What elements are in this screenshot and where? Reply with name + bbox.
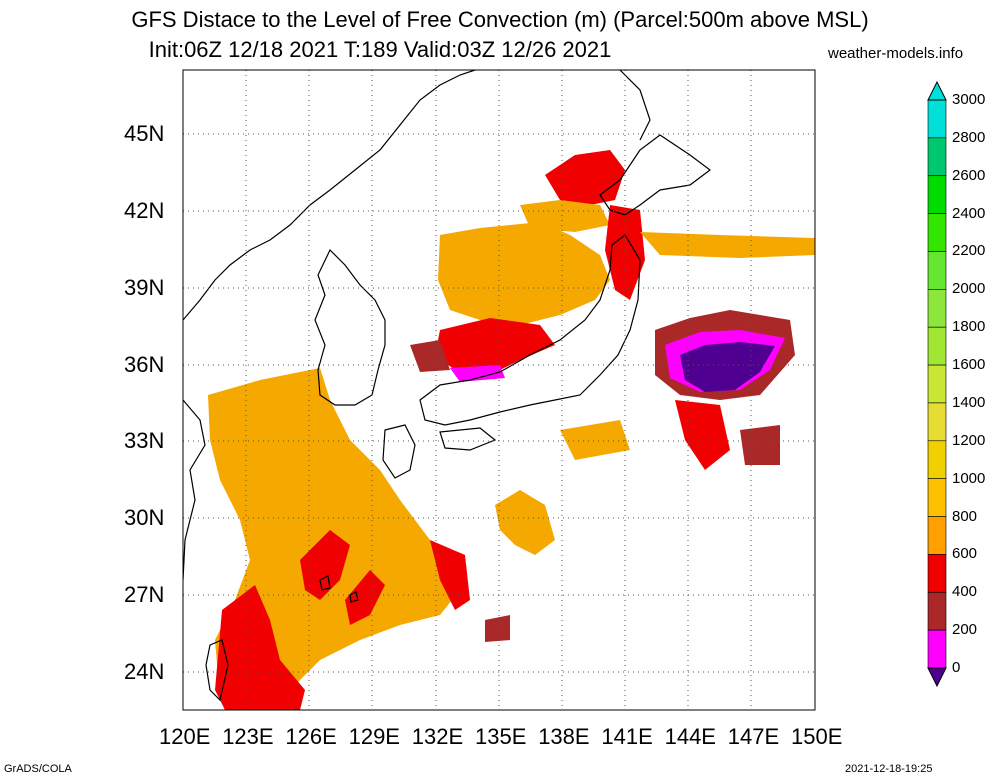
lat-tick-label: 27N <box>124 582 165 607</box>
footer-timestamp: 2021-12-18-19:25 <box>845 763 933 775</box>
lon-tick-label: 135E <box>475 724 527 749</box>
colorbar-label: 2600 <box>952 166 986 184</box>
colorbar-swatch <box>927 478 947 517</box>
field-purple-east <box>680 342 775 392</box>
colorbar-label: 800 <box>952 507 978 525</box>
field-magenta-honshu <box>450 365 505 382</box>
colorbar-label: 400 <box>952 583 978 601</box>
colorbar-swatch <box>927 99 947 139</box>
field-red-honshu <box>435 318 555 375</box>
lat-tick-label: 36N <box>124 352 165 377</box>
field-red-streak3 <box>430 540 470 610</box>
colorbar-label: 1600 <box>952 356 986 374</box>
lat-tick-label: 33N <box>124 428 165 453</box>
colorbar-swatch <box>927 251 947 290</box>
colorbar-min-arrow <box>927 667 947 688</box>
colorbar-swatch <box>927 364 947 404</box>
colorbar-label: 2200 <box>952 242 986 260</box>
lon-tick-label: 129E <box>348 724 400 749</box>
field-orange-hokkaido <box>520 200 610 232</box>
lat-tick-label: 39N <box>124 275 165 300</box>
map-title: GFS Distace to the Level of Free Convect… <box>131 7 869 32</box>
lon-tick-label: 147E <box>727 724 780 749</box>
colorbar-swatch <box>927 289 947 328</box>
colorbar-swatch <box>927 629 947 669</box>
colorbar-swatch <box>927 326 947 366</box>
colorbar-swatch <box>927 554 947 593</box>
field-red-se <box>675 400 730 470</box>
lon-tick-label: 144E <box>664 724 716 749</box>
colorbar-label: 200 <box>952 621 978 639</box>
lat-tick-label: 30N <box>124 505 165 530</box>
field-red-streak2 <box>345 570 385 625</box>
colorbar-label: 1000 <box>952 469 986 487</box>
colorbar-swatch <box>927 137 947 177</box>
coastlines <box>183 70 711 702</box>
site-credit: weather-models.info <box>828 45 964 62</box>
footer-credit: GrADS/COLA <box>4 763 72 775</box>
colorbar-swatch <box>927 175 947 214</box>
colorbar-swatch <box>927 516 947 555</box>
colorbar-label: 2400 <box>952 204 986 222</box>
colorbar-swatch <box>927 440 947 479</box>
field-orange-soj <box>438 222 610 325</box>
lon-tick-label: 138E <box>538 724 590 749</box>
lat-tick-label: 45N <box>124 121 165 146</box>
map-frame <box>182 69 816 711</box>
lat-tick-label: 24N <box>124 659 165 684</box>
lon-tick-label: 123E <box>222 724 274 749</box>
lat-tick-label: 42N <box>124 198 165 223</box>
field-red-south <box>215 585 305 710</box>
colorbar-swatch <box>927 402 947 442</box>
colorbar-label: 3000 <box>952 91 986 108</box>
field-brown-south <box>485 615 510 642</box>
colorbar-label: 2800 <box>952 128 986 146</box>
lon-tick-label: 150E <box>791 724 843 749</box>
field-orange-east <box>640 232 815 258</box>
colorbar-swatch <box>927 591 947 631</box>
lon-tick-label: 132E <box>411 724 464 749</box>
map-subtitle: Init:06Z 12/18 2021 T:189 Valid:03Z 12/2… <box>148 37 612 62</box>
graticule <box>183 70 815 710</box>
colorbar-label: 0 <box>952 659 961 676</box>
lfc-field <box>208 150 815 710</box>
lon-tick-label: 141E <box>601 724 653 749</box>
lon-tick-label: 126E <box>285 724 337 749</box>
colorbar-label: 1400 <box>952 393 986 411</box>
lon-tick-label: 120E <box>159 724 211 749</box>
colorbar-swatch <box>927 213 947 252</box>
field-brown-se <box>740 425 780 465</box>
colorbar <box>927 80 947 688</box>
colorbar-label: 1800 <box>952 318 986 336</box>
colorbar-max-arrow <box>927 80 947 101</box>
field-red-hokkaido <box>545 150 625 205</box>
field-orange-pacific <box>495 490 555 555</box>
field-brown-honshu <box>410 340 450 372</box>
field-red-streak1 <box>300 530 350 600</box>
colorbar-label: 1200 <box>952 431 986 449</box>
field-red-tohoku <box>605 205 645 300</box>
colorbar-label: 600 <box>952 545 978 563</box>
field-orange-small <box>560 420 630 460</box>
colorbar-label: 2000 <box>952 280 986 298</box>
